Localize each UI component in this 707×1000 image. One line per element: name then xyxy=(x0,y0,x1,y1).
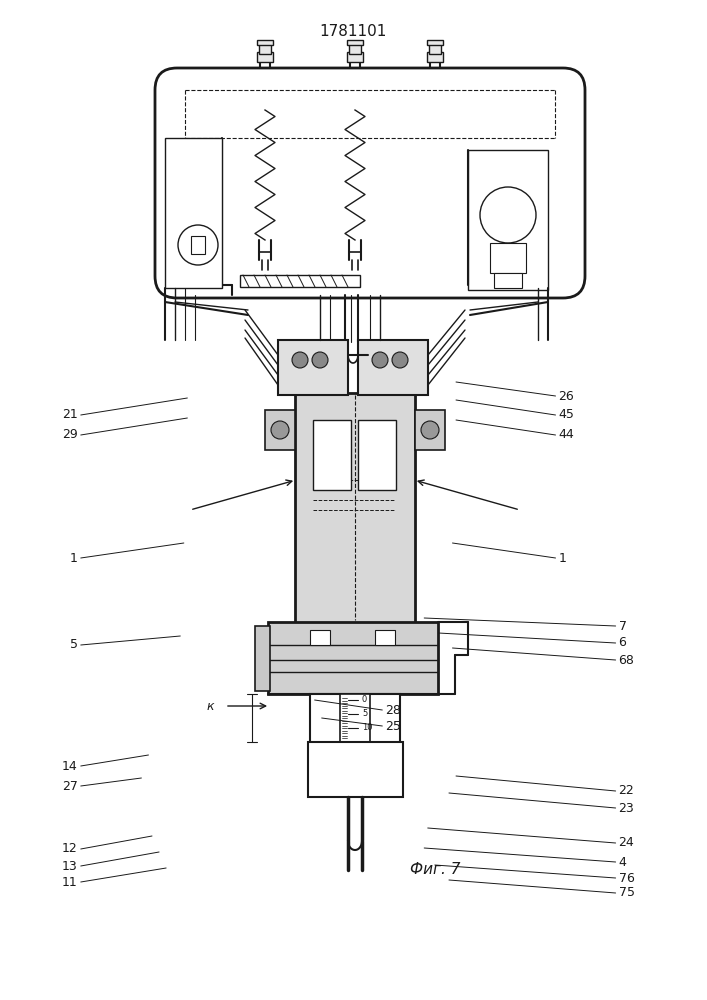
Bar xyxy=(295,393,415,623)
Bar xyxy=(265,410,295,450)
Bar xyxy=(313,420,351,490)
Bar xyxy=(347,40,363,45)
Text: 1: 1 xyxy=(559,552,566,564)
Text: 24: 24 xyxy=(619,836,634,850)
Text: 5: 5 xyxy=(362,710,367,718)
Text: 75: 75 xyxy=(619,886,635,900)
Text: 4: 4 xyxy=(619,856,626,868)
Bar xyxy=(257,40,273,45)
Bar xyxy=(165,138,222,288)
Circle shape xyxy=(178,225,218,265)
Text: 25: 25 xyxy=(385,720,401,732)
Circle shape xyxy=(312,352,328,368)
Text: 22: 22 xyxy=(619,784,634,798)
Text: 14: 14 xyxy=(62,760,78,772)
Bar xyxy=(255,626,270,691)
Bar xyxy=(340,694,370,744)
Text: 29: 29 xyxy=(62,428,78,442)
Text: 5: 5 xyxy=(70,639,78,652)
Text: 68: 68 xyxy=(619,654,634,666)
Bar xyxy=(427,52,443,62)
Bar xyxy=(415,410,445,450)
Bar xyxy=(375,630,395,645)
Bar xyxy=(358,420,396,490)
Text: 23: 23 xyxy=(619,802,634,814)
Text: 1781101: 1781101 xyxy=(320,24,387,39)
Text: 76: 76 xyxy=(619,871,634,884)
Text: 26: 26 xyxy=(559,389,574,402)
Text: 21: 21 xyxy=(62,408,78,422)
Bar xyxy=(310,630,330,645)
Text: к: к xyxy=(206,700,214,712)
FancyBboxPatch shape xyxy=(155,68,585,298)
Text: 28: 28 xyxy=(385,704,401,716)
Text: 1: 1 xyxy=(70,552,78,564)
Text: 27: 27 xyxy=(62,780,78,792)
Circle shape xyxy=(271,421,289,439)
Text: 44: 44 xyxy=(559,428,574,442)
Text: 11: 11 xyxy=(62,876,78,888)
Bar xyxy=(310,694,400,744)
Bar xyxy=(259,42,271,54)
Bar xyxy=(308,742,403,797)
Bar xyxy=(468,150,548,290)
Text: 6: 6 xyxy=(619,637,626,650)
Circle shape xyxy=(421,421,439,439)
Bar xyxy=(240,275,360,287)
Bar xyxy=(358,340,428,395)
Bar xyxy=(268,622,438,694)
Bar xyxy=(347,52,363,62)
Bar xyxy=(257,52,273,62)
Bar xyxy=(429,42,441,54)
Text: Фиг. 7: Фиг. 7 xyxy=(410,862,460,878)
Bar xyxy=(490,243,526,273)
Text: 12: 12 xyxy=(62,842,78,856)
Bar xyxy=(278,340,348,395)
Text: 13: 13 xyxy=(62,859,78,872)
Bar xyxy=(191,236,205,254)
Circle shape xyxy=(480,187,536,243)
Text: 45: 45 xyxy=(559,408,574,422)
Text: 10: 10 xyxy=(362,724,373,732)
Bar xyxy=(427,40,443,45)
Text: 0: 0 xyxy=(362,696,367,704)
Circle shape xyxy=(372,352,388,368)
Circle shape xyxy=(292,352,308,368)
Bar xyxy=(494,273,522,288)
Bar xyxy=(349,42,361,54)
Text: 7: 7 xyxy=(619,619,626,633)
Circle shape xyxy=(392,352,408,368)
